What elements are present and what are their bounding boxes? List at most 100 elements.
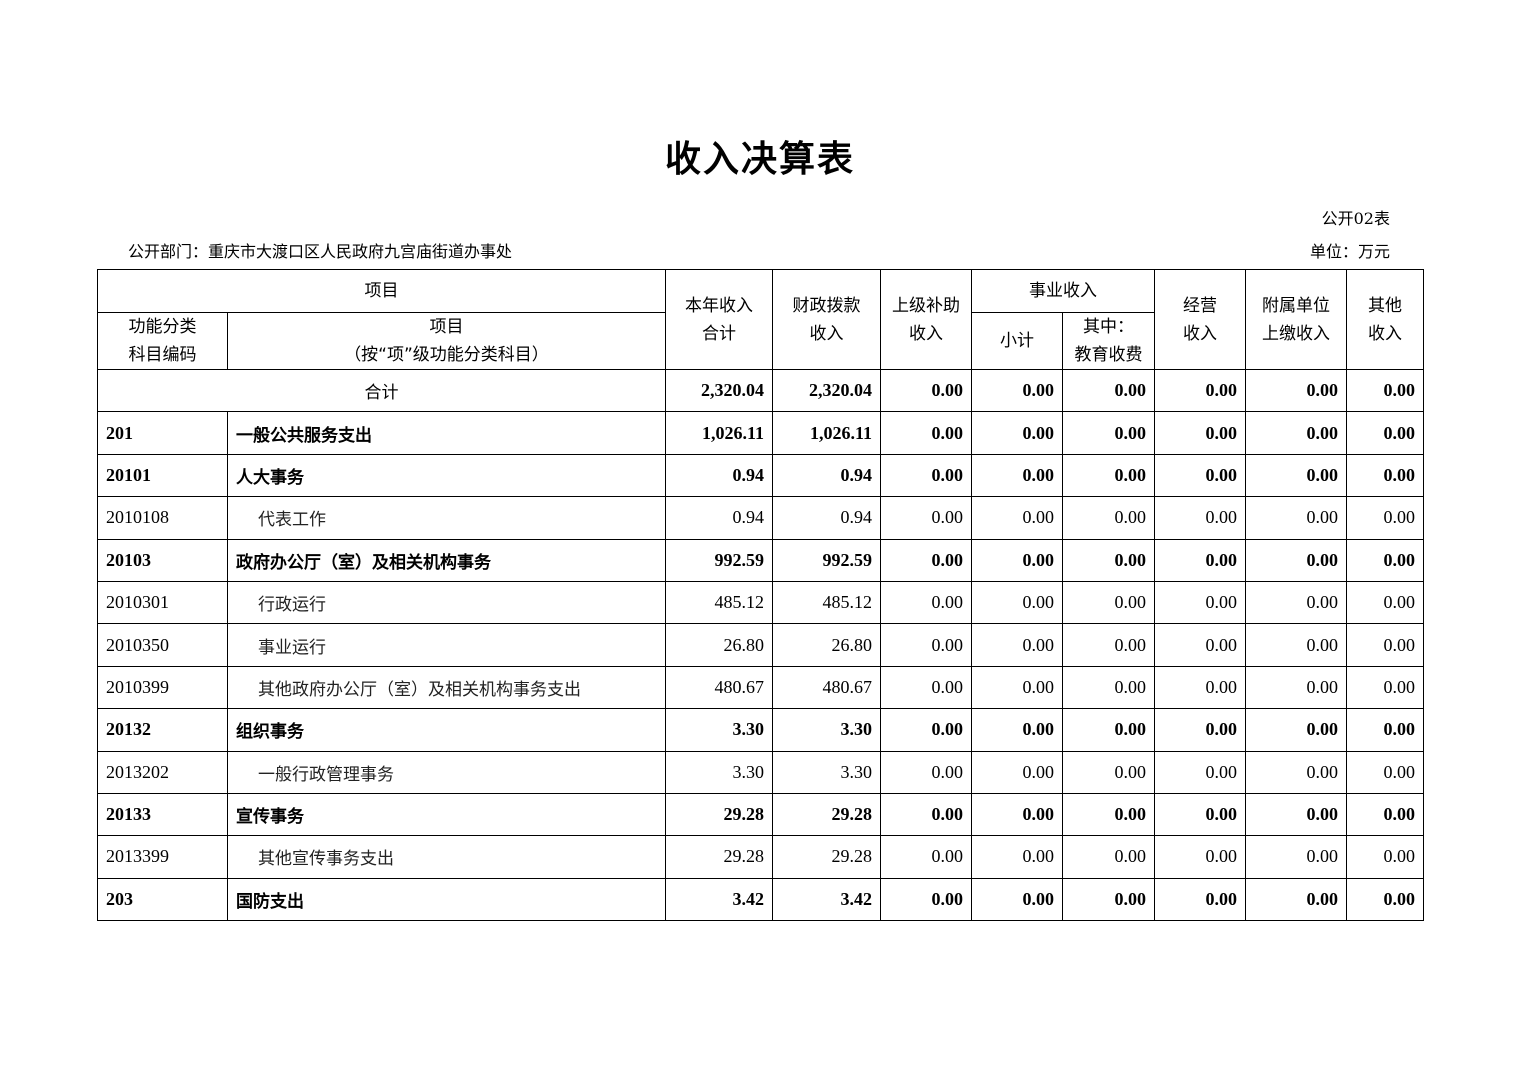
row-value: 0.00 xyxy=(1346,496,1424,540)
row-value: 0.00 xyxy=(880,665,972,710)
row-value: 0.00 xyxy=(1154,708,1246,752)
row-value: 0.00 xyxy=(971,453,1063,498)
table-row: 201 一般公共服务支出 1,026.11 1,026.11 0.00 0.00 0.00 0… xyxy=(97,411,1424,455)
row-value: 1,026.11 xyxy=(772,411,881,455)
row-value: 26.80 xyxy=(665,623,773,667)
row-value: 0.00 xyxy=(1245,750,1347,794)
row-value: 0.00 xyxy=(971,792,1063,837)
row-value: 0.00 xyxy=(1346,368,1424,413)
row-name: 其他宣传事务支出 xyxy=(227,835,666,879)
unit-label: 单位：万元 xyxy=(1309,242,1390,261)
row-value: 0.00 xyxy=(1245,835,1347,879)
row-value: 0.00 xyxy=(1245,453,1347,498)
row-value: 992.59 xyxy=(665,538,773,582)
row-value: 0.00 xyxy=(880,496,972,540)
row-value: 0.00 xyxy=(1346,580,1424,625)
row-value: 29.28 xyxy=(665,835,773,879)
table-row: 20101 人大事务 0.94 0.94 0.00 0.00 0.00 0.00 0.00 0.0… xyxy=(97,453,1424,498)
header-item-group: 项目 xyxy=(97,269,666,313)
row-code: 2010301 xyxy=(97,580,228,625)
row-name: 事业运行 xyxy=(227,623,666,667)
row-value: 0.00 xyxy=(1346,792,1424,837)
row-value: 0.00 xyxy=(1346,538,1424,582)
table-row: 2013399 其他宣传事务支出 29.28 29.28 0.00 0.00 0.00 0.0… xyxy=(97,835,1424,879)
row-value: 0.00 xyxy=(971,877,1063,922)
row-value: 2,320.04 xyxy=(665,368,773,413)
row-value: 0.00 xyxy=(1346,708,1424,752)
row-value: 0.00 xyxy=(1346,411,1424,455)
row-value: 0.00 xyxy=(880,453,972,498)
form-number: 公开02表 xyxy=(1321,209,1390,228)
row-name: 一般行政管理事务 xyxy=(227,750,666,794)
row-value: 0.00 xyxy=(880,580,972,625)
header-business-group: 事业收入 xyxy=(971,269,1155,313)
header-fiscal: 财政拨款 收入 xyxy=(772,269,881,370)
row-value: 0.00 xyxy=(1062,708,1155,752)
row-value: 0.00 xyxy=(1245,496,1347,540)
row-value: 0.00 xyxy=(1154,368,1246,413)
row-value: 26.80 xyxy=(772,623,881,667)
header-operating: 经营 收入 xyxy=(1154,269,1246,370)
row-name: 人大事务 xyxy=(227,453,666,498)
row-code: 20101 xyxy=(97,453,228,498)
row-value: 0.00 xyxy=(880,835,972,879)
row-value: 0.00 xyxy=(1062,496,1155,540)
row-code: 2010350 xyxy=(97,623,228,667)
row-value: 0.00 xyxy=(1245,580,1347,625)
row-value: 0.00 xyxy=(1346,877,1424,922)
income-table: 项目 本年收入 合计 财政拨款 收入 上级补助 收入 事业收入 经营 收入 附属单位 上缴… xyxy=(97,269,1424,922)
row-code: 20133 xyxy=(97,792,228,837)
row-value: 0.00 xyxy=(1062,453,1155,498)
row-value: 0.00 xyxy=(971,580,1063,625)
row-value: 29.28 xyxy=(772,792,881,837)
row-name: 组织事务 xyxy=(227,708,666,752)
row-value: 0.00 xyxy=(880,623,972,667)
row-value: 2,320.04 xyxy=(772,368,881,413)
header-superior: 上级补助 收入 xyxy=(880,269,972,370)
row-value: 0.00 xyxy=(880,538,972,582)
row-value: 0.00 xyxy=(971,623,1063,667)
row-value: 0.00 xyxy=(1245,792,1347,837)
row-name: 行政运行 xyxy=(227,580,666,625)
row-value: 0.00 xyxy=(971,496,1063,540)
row-name: 一般公共服务支出 xyxy=(227,411,666,455)
row-value: 0.00 xyxy=(1346,665,1424,710)
row-value: 0.00 xyxy=(1245,538,1347,582)
header-subtotal: 小计 xyxy=(971,312,1063,370)
row-value: 0.00 xyxy=(1154,453,1246,498)
row-value: 0.00 xyxy=(1062,665,1155,710)
row-value: 3.30 xyxy=(665,750,773,794)
row-value: 0.00 xyxy=(1346,750,1424,794)
row-value: 0.00 xyxy=(1346,835,1424,879)
row-value: 0.00 xyxy=(1154,835,1246,879)
row-value: 0.00 xyxy=(1245,368,1347,413)
row-value: 0.00 xyxy=(880,792,972,837)
row-value: 29.28 xyxy=(772,835,881,879)
row-code: 2010399 xyxy=(97,665,228,710)
header-total: 本年收入 合计 xyxy=(665,269,773,370)
row-value: 480.67 xyxy=(665,665,773,710)
table-row: 2010301 行政运行 485.12 485.12 0.00 0.00 0.00 0.00 0… xyxy=(97,580,1424,625)
row-value: 480.67 xyxy=(772,665,881,710)
table-row: 20132 组织事务 3.30 3.30 0.00 0.00 0.00 0.00 0.00 0.0… xyxy=(97,708,1424,752)
row-value: 992.59 xyxy=(772,538,881,582)
row-code: 203 xyxy=(97,877,228,922)
row-value: 0.94 xyxy=(772,496,881,540)
header-item: 项目 （按“项”级功能分类科目） xyxy=(227,312,666,370)
row-value: 0.00 xyxy=(1245,411,1347,455)
row-name: 政府办公厅（室）及相关机构事务 xyxy=(227,538,666,582)
row-value: 3.30 xyxy=(772,708,881,752)
row-code: 20132 xyxy=(97,708,228,752)
row-value: 0.00 xyxy=(880,750,972,794)
row-value: 0.00 xyxy=(880,411,972,455)
table-row: 203 国防支出 3.42 3.42 0.00 0.00 0.00 0.00 0.00 0.00 xyxy=(97,877,1424,922)
row-value: 0.00 xyxy=(1062,877,1155,922)
row-value: 29.28 xyxy=(665,792,773,837)
row-code: 2013399 xyxy=(97,835,228,879)
row-value: 0.00 xyxy=(971,750,1063,794)
header-other: 其他 收入 xyxy=(1346,269,1424,370)
row-value: 0.00 xyxy=(880,877,972,922)
table-row: 20103 政府办公厅（室）及相关机构事务 992.59 992.59 0.00 0.00… xyxy=(97,538,1424,582)
row-value: 0.94 xyxy=(772,453,881,498)
row-value: 485.12 xyxy=(665,580,773,625)
